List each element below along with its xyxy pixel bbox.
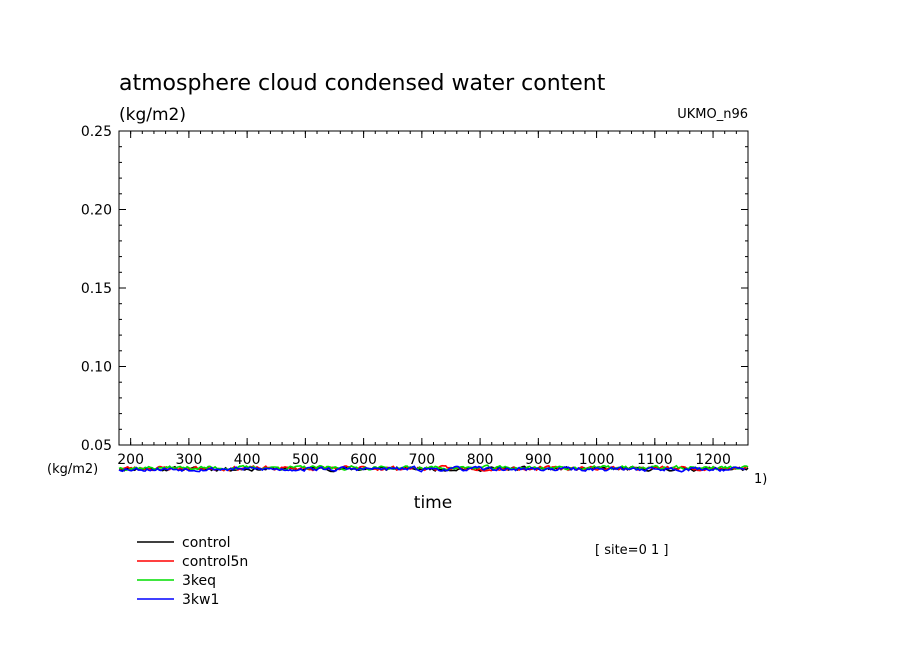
series-line-3kw1: [118, 465, 745, 473]
x-units-label: (kg/m2): [47, 462, 98, 477]
y-tick-label: 0.05: [81, 438, 112, 454]
y-tick-label: 0.15: [81, 281, 112, 297]
x-tick-label: 800: [467, 452, 494, 468]
y-axis: 0.25 0.20 0.15 0.10 0.05: [81, 124, 748, 454]
x-tick-label: 400: [234, 452, 261, 468]
y-tick-label: 0.10: [81, 360, 112, 376]
x-axis: 200 300 400 500 600 700 800 900 1000 1100 1200: [117, 131, 749, 468]
legend: control control5n 3keq 3kw1: [137, 535, 248, 608]
y-tick-label: 0.20: [81, 203, 112, 219]
legend-label-control5n: control5n: [182, 554, 248, 570]
legend-label-3keq: 3keq: [182, 573, 216, 589]
x-tick-label: 600: [350, 452, 377, 468]
x-tick-label: 1200: [695, 452, 731, 468]
series-lines: [118, 464, 749, 473]
model-label: UKMO_n96: [677, 107, 748, 122]
x-tick-label: 1100: [637, 452, 673, 468]
chart-title: atmosphere cloud condensed water content: [119, 71, 606, 96]
x-tick-label: 300: [176, 452, 203, 468]
x-tick-label: 200: [117, 452, 144, 468]
plot-frame: [118, 130, 749, 446]
y-tick-label: 0.25: [81, 124, 112, 140]
x-tick-label: 500: [292, 452, 319, 468]
x-tick-label: 900: [525, 452, 552, 468]
legend-label-control: control: [182, 535, 231, 551]
x-tick-label: 1000: [579, 452, 615, 468]
x-tick-label: 700: [408, 452, 435, 468]
site-label: [ site=0 1 ]: [595, 543, 668, 558]
units-label: (kg/m2): [119, 105, 186, 125]
legend-label-3kw1: 3kw1: [182, 592, 219, 608]
x-axis-label: time: [414, 493, 452, 513]
overflow-label: 1): [754, 472, 767, 487]
